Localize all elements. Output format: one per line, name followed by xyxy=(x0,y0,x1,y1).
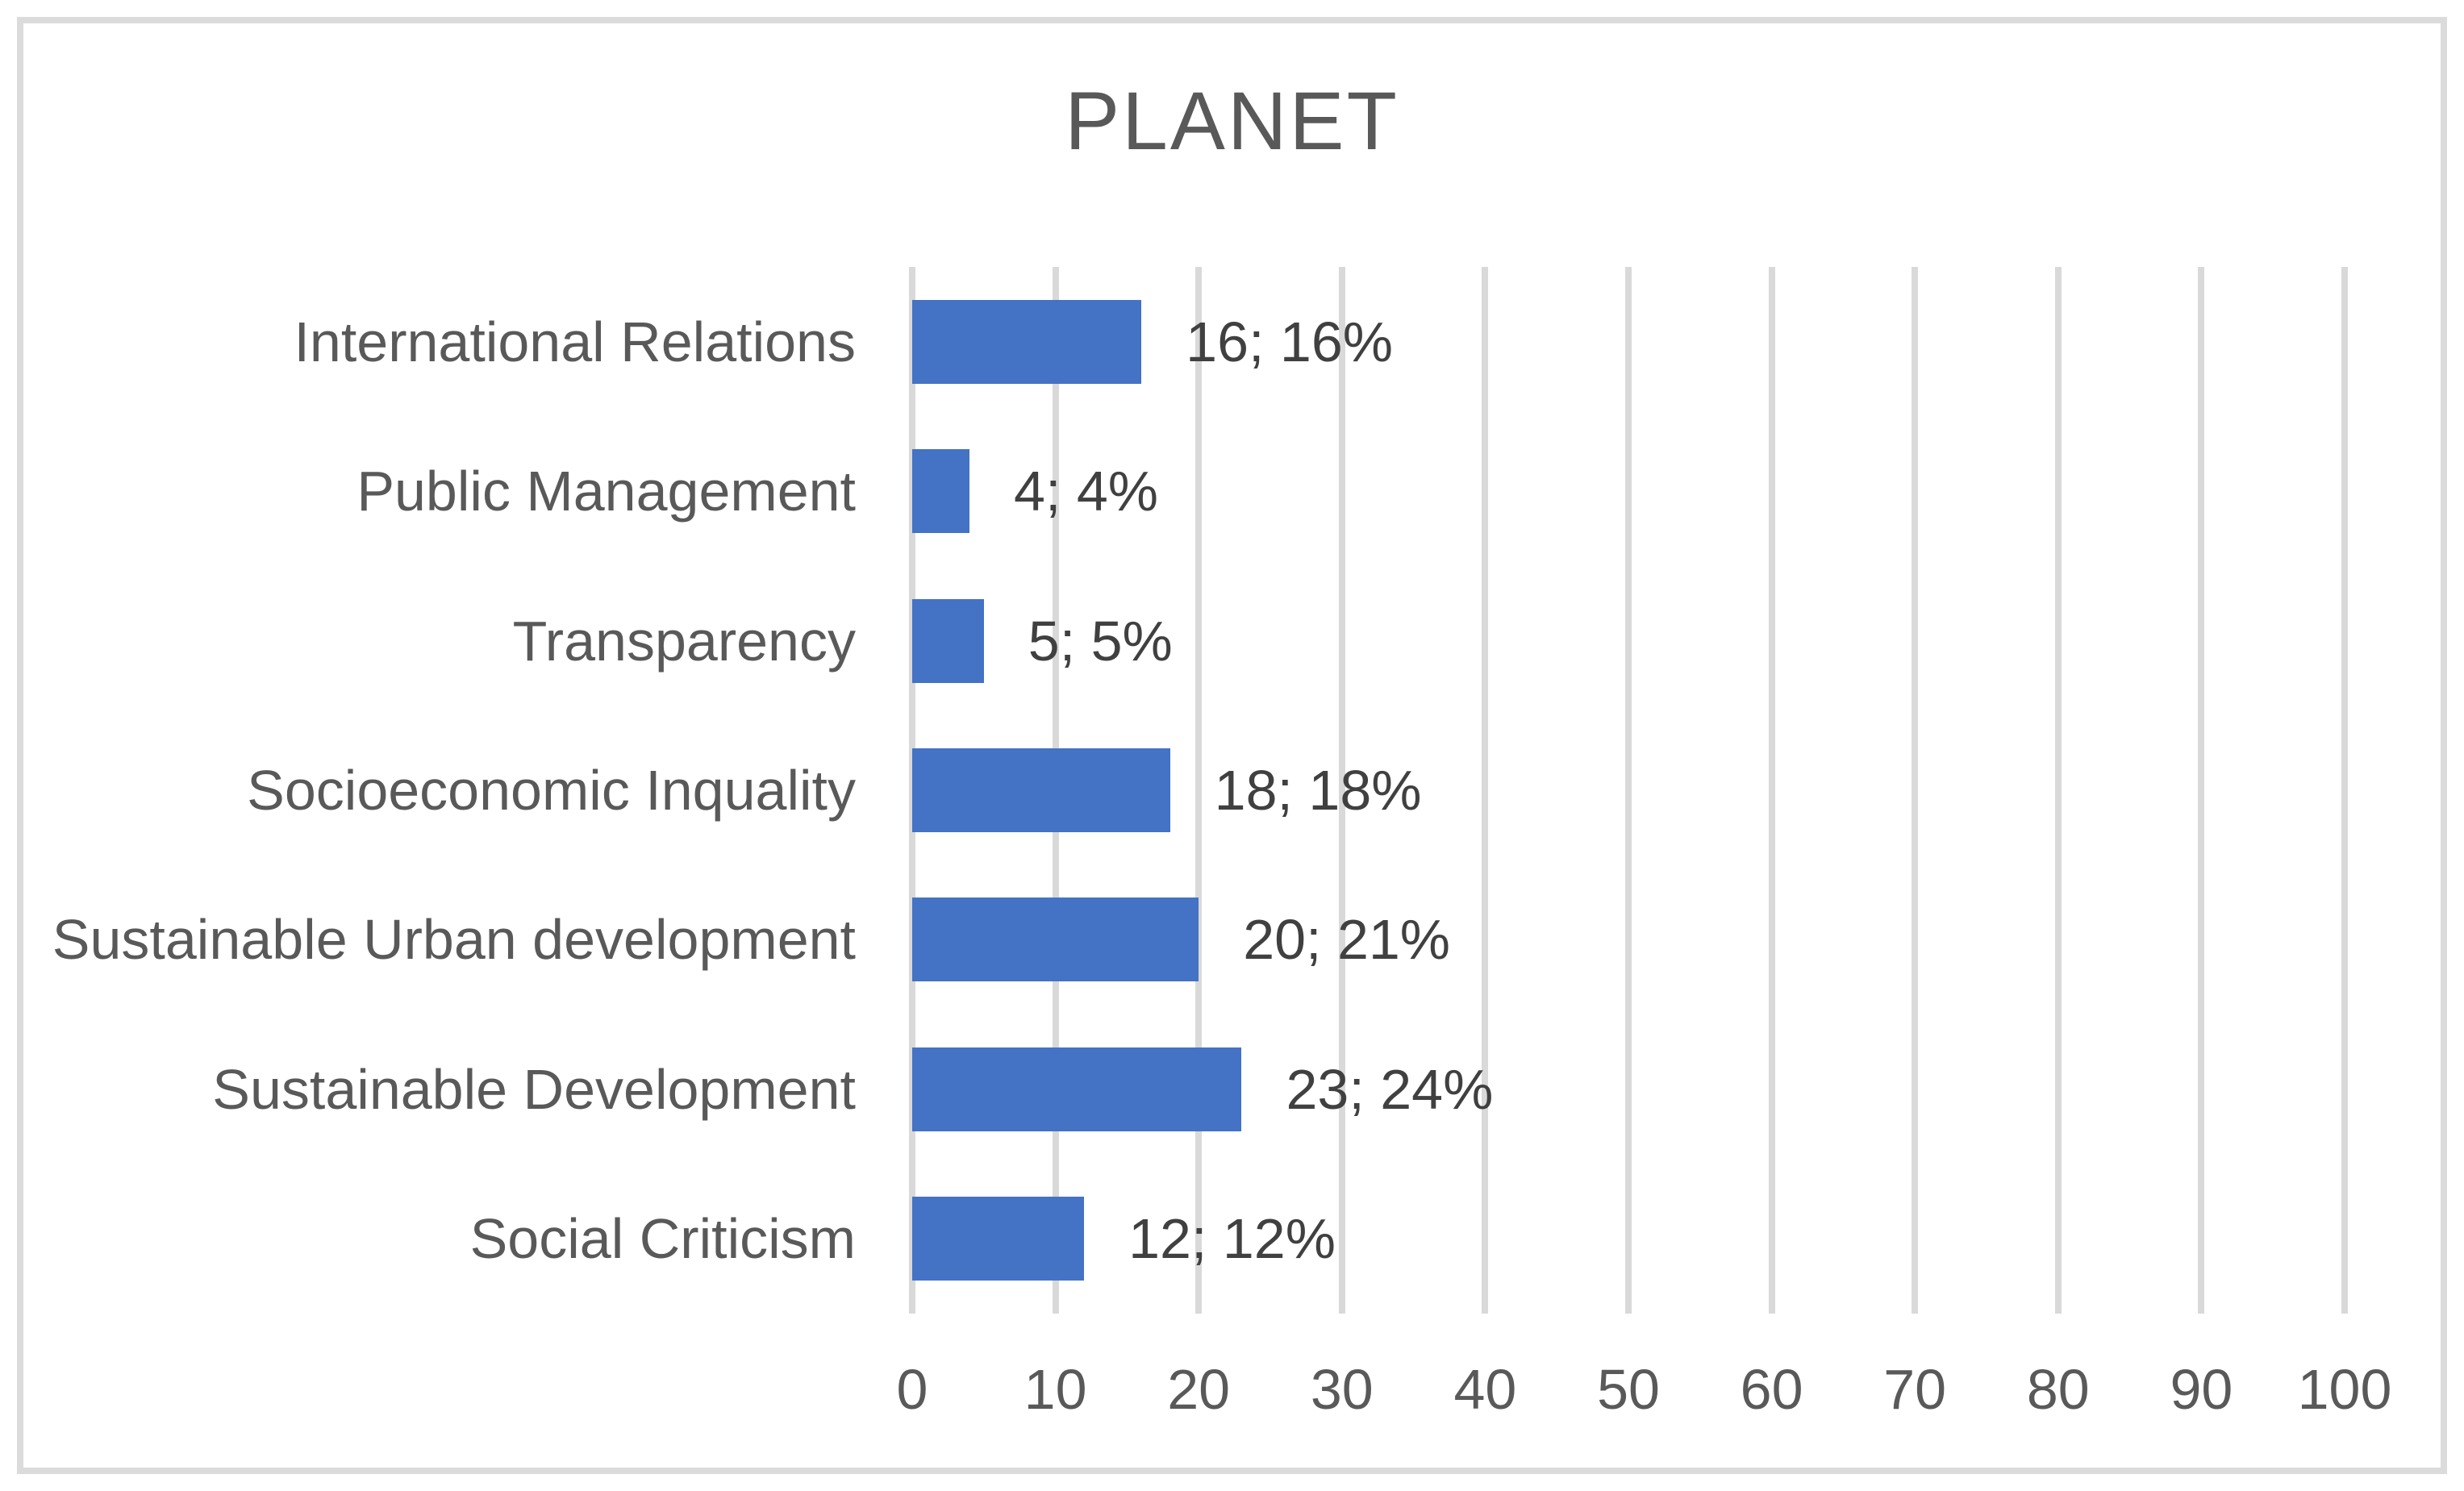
x-tick-label-70: 70 xyxy=(1883,1358,1947,1421)
x-tick-label-100: 100 xyxy=(2297,1358,2392,1421)
bar-row: 18; 18% xyxy=(912,715,2345,864)
bar-row: 20; 21% xyxy=(912,865,2345,1014)
gridline-80 xyxy=(2054,267,2062,1314)
value-label: 23; 24% xyxy=(1286,1057,1494,1121)
bar-3 xyxy=(912,748,1170,832)
bar-5 xyxy=(912,1047,1242,1131)
category-label: Social Criticism xyxy=(469,1207,856,1271)
bar-row: 16; 16% xyxy=(912,267,2345,416)
gridline-60 xyxy=(1768,267,1775,1314)
chart-border xyxy=(17,17,2447,1474)
category-label: Transparency xyxy=(512,609,856,673)
value-label: 12; 12% xyxy=(1128,1207,1336,1271)
bar-row: 12; 12% xyxy=(912,1164,2345,1314)
gridline-90 xyxy=(2198,267,2205,1314)
category-label: Sustainable Urban development xyxy=(52,908,856,972)
value-label: 4; 4% xyxy=(1014,460,1159,523)
bar-row: 4; 4% xyxy=(912,416,2345,565)
x-tick-label-40: 40 xyxy=(1453,1358,1517,1421)
gridline-50 xyxy=(1625,267,1632,1314)
x-tick-label-50: 50 xyxy=(1597,1358,1660,1421)
category-label: Socioeconomic Inquality xyxy=(247,758,856,822)
value-label: 16; 16% xyxy=(1186,310,1394,373)
category-axis: International Relations Public Management… xyxy=(23,267,856,1314)
value-label: 5; 5% xyxy=(1028,609,1173,673)
x-tick-label-90: 90 xyxy=(2170,1358,2233,1421)
bar-row: 23; 24% xyxy=(912,1014,2345,1164)
value-axis: 0 10 20 30 40 50 60 70 80 90 100 xyxy=(897,1345,2392,1434)
value-label: 18; 18% xyxy=(1214,758,1422,822)
x-tick-label-80: 80 xyxy=(2026,1358,2090,1421)
x-tick-label-20: 20 xyxy=(1167,1358,1231,1421)
value-label: 20; 21% xyxy=(1243,908,1451,972)
category-label: International Relations xyxy=(294,310,856,373)
gridline-40 xyxy=(1482,267,1489,1314)
x-tick-label-10: 10 xyxy=(1024,1358,1087,1421)
chart-title: PLANET xyxy=(1065,75,1399,167)
gridline-100 xyxy=(2341,267,2348,1314)
x-tick-label-60: 60 xyxy=(1740,1358,1803,1421)
bar-row: 5; 5% xyxy=(912,566,2345,715)
gridline-20 xyxy=(1195,267,1203,1314)
x-tick-label-0: 0 xyxy=(896,1358,928,1421)
category-label: Public Management xyxy=(356,460,856,523)
bar-0 xyxy=(912,299,1142,384)
x-tick-label-30: 30 xyxy=(1310,1358,1374,1421)
bar-1 xyxy=(912,449,970,534)
bar-2 xyxy=(912,598,984,683)
bar-6 xyxy=(912,1197,1085,1281)
category-label: Sustainable Development xyxy=(212,1057,856,1121)
bar-4 xyxy=(912,898,1199,982)
gridline-70 xyxy=(1912,267,1919,1314)
plot-area: 16; 16% 4; 4% 5; 5% 18; 18% 20; 21% 23; 24% 12… xyxy=(909,267,2348,1314)
gridline-30 xyxy=(1338,267,1345,1314)
